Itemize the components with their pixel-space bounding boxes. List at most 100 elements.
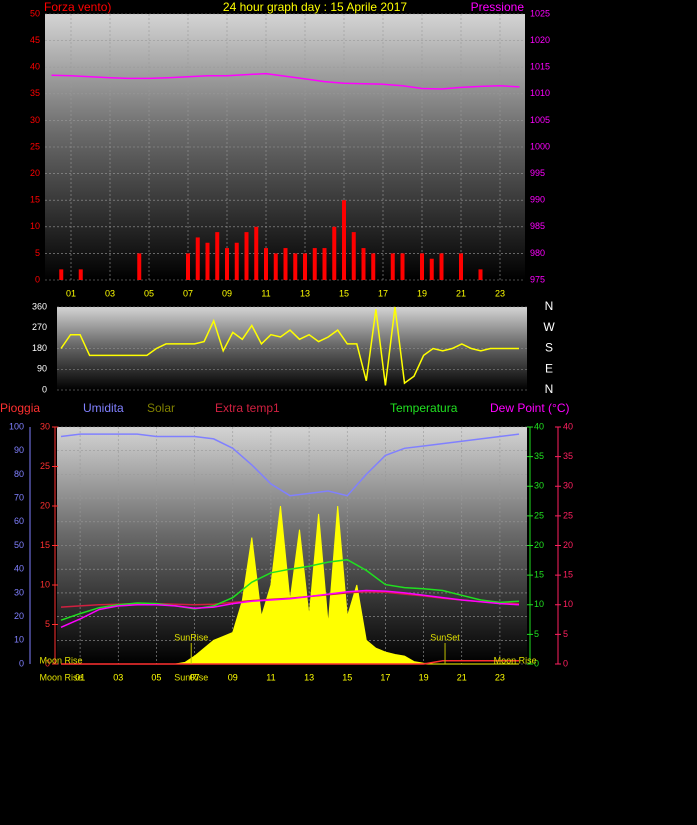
y-tick-label: 60: [14, 516, 24, 526]
y-tick-label: 40: [14, 564, 24, 574]
y-tick-label: 1015: [530, 62, 550, 72]
bar: [351, 232, 356, 280]
y-tick-label: 1010: [530, 88, 550, 98]
legend-entry: Extra temp1: [215, 401, 280, 415]
y-tick-label: 10: [30, 221, 40, 231]
annotation: SunRise: [174, 672, 208, 682]
x-tick-label: 13: [300, 288, 310, 298]
x-tick-label: 19: [417, 288, 427, 298]
y-tick-label: 15: [30, 195, 40, 205]
bar: [312, 248, 317, 280]
plot-area: [57, 307, 527, 390]
y-tick-label: 35: [534, 451, 544, 461]
annotation: SunRise: [174, 632, 208, 642]
annotation: Moon Rise: [39, 672, 82, 682]
x-tick-label: 23: [495, 288, 505, 298]
x-tick-label: 19: [419, 672, 429, 682]
x-tick-label: 17: [378, 288, 388, 298]
x-tick-label: 21: [456, 288, 466, 298]
x-tick-label: 03: [113, 672, 123, 682]
bar: [332, 226, 337, 280]
legend-entry: Umidita: [83, 401, 124, 415]
series-line: [60, 433, 520, 497]
x-tick-label: 17: [380, 672, 390, 682]
y-tick-label: 5: [35, 248, 40, 258]
y-tick-label: 35: [30, 88, 40, 98]
y-tick-label: 40: [563, 421, 573, 431]
bar: [322, 248, 327, 280]
series-line: [60, 558, 520, 621]
series-line: [60, 306, 519, 386]
y-tick-label: 5: [534, 629, 539, 639]
bar: [215, 232, 220, 280]
bar: [273, 253, 278, 280]
y-tick-label: 5: [563, 629, 568, 639]
y-tick-label: 90: [14, 445, 24, 455]
x-tick-label: 15: [339, 288, 349, 298]
legend-entry: Forza vento): [44, 0, 111, 14]
legend-entry: Pressione: [471, 0, 525, 14]
series-line: [61, 660, 519, 665]
bar: [244, 232, 249, 280]
bar: [283, 248, 288, 280]
y-tick-label: 1000: [530, 141, 550, 151]
bar: [186, 253, 190, 280]
y-tick-label: 25: [534, 510, 544, 520]
bar: [303, 253, 307, 280]
y-tick-label: 0: [19, 658, 24, 668]
y-tick-label: 980: [530, 248, 545, 258]
y-tick-label: 1025: [530, 8, 550, 18]
y-tick-label: 30: [563, 481, 573, 491]
y-tick-label: 990: [530, 195, 545, 205]
y-tick-label: 20: [30, 168, 40, 178]
x-tick-label: 07: [183, 288, 193, 298]
y-tick-label: 180: [32, 343, 47, 353]
y-tick-label: 20: [40, 500, 50, 510]
y-tick-label: E: [545, 361, 553, 375]
y-tick-label: 1020: [530, 35, 550, 45]
x-tick-label: 11: [261, 288, 270, 298]
y-tick-label: 30: [40, 421, 50, 431]
y-tick-label: S: [545, 341, 553, 355]
chart-title: 24 hour graph day : 15 Aprile 2017: [223, 0, 407, 14]
bar: [478, 269, 483, 280]
bar: [293, 253, 298, 280]
bar: [78, 269, 83, 280]
series-line: [60, 589, 520, 628]
x-tick-label: 01: [66, 288, 76, 298]
x-tick-label: 21: [457, 672, 467, 682]
x-tick-label: 01: [75, 672, 85, 682]
y-tick-label: 5: [45, 619, 50, 629]
y-tick-label: 90: [37, 364, 47, 374]
y-tick-label: W: [543, 320, 555, 334]
y-tick-label: 15: [563, 570, 573, 580]
bar: [429, 258, 434, 280]
legend-entry: Dew Point (°C): [490, 401, 569, 415]
y-tick-label: 40: [534, 421, 544, 431]
bar: [439, 253, 444, 280]
bar: [205, 242, 210, 280]
y-tick-label: 15: [534, 570, 544, 580]
bar: [195, 237, 200, 280]
bar: [361, 248, 366, 280]
y-tick-label: 975: [530, 274, 545, 284]
y-tick-label: 10: [40, 579, 50, 589]
y-tick-label: 270: [32, 322, 47, 332]
annotation: Moon Rise: [39, 655, 82, 665]
bar: [59, 269, 64, 280]
legend-entry: Solar: [147, 401, 175, 415]
bar: [459, 253, 463, 280]
y-tick-label: 30: [30, 115, 40, 125]
y-tick-label: 0: [45, 658, 50, 668]
bar: [234, 242, 239, 280]
y-tick-label: 30: [534, 481, 544, 491]
bar: [225, 248, 229, 280]
y-tick-label: 1005: [530, 115, 550, 125]
y-tick-label: 45: [30, 35, 40, 45]
bar: [390, 253, 395, 280]
y-tick-label: 20: [534, 540, 544, 550]
y-tick-label: 50: [30, 8, 40, 18]
y-tick-label: 0: [534, 658, 539, 668]
x-tick-label: 05: [144, 288, 154, 298]
